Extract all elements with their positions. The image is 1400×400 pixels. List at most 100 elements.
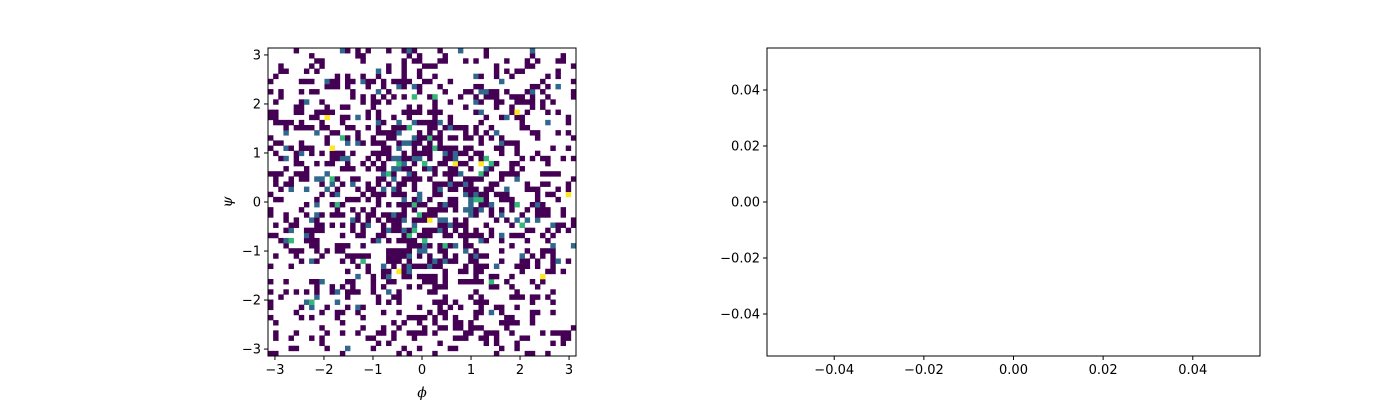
histogram-bin: [524, 63, 531, 69]
histogram-bin: [309, 150, 315, 157]
histogram-bin: [345, 289, 351, 295]
histogram-bin: [375, 202, 382, 208]
histogram-bin: [545, 109, 551, 116]
histogram-bin: [401, 196, 407, 203]
histogram-bin: [334, 130, 341, 136]
histogram-bin: [303, 145, 310, 151]
histogram-bin: [519, 94, 525, 100]
histogram-bin: [329, 83, 336, 90]
histogram-bin: [324, 104, 330, 110]
histogram-bin: [560, 330, 567, 336]
histogram-bin: [504, 114, 510, 121]
histogram-bin: [493, 335, 500, 341]
histogram-bin: [380, 130, 387, 136]
histogram-bin: [273, 119, 279, 126]
histogram-bin: [386, 212, 392, 218]
histogram-bin: [350, 196, 356, 203]
histogram-bin: [345, 345, 351, 352]
histogram-bin: [411, 48, 418, 54]
histogram-bin: [447, 78, 454, 85]
histogram-bin: [473, 207, 479, 213]
histogram-bin: [468, 176, 474, 182]
histogram-x-ticks: −3 −2 −1 0 1 2 3: [265, 356, 573, 378]
histogram-bin: [422, 63, 428, 69]
histogram-bin: [468, 202, 474, 208]
histogram-bin: [406, 104, 413, 110]
histogram-bin: [375, 155, 382, 162]
histogram-bin: [488, 135, 495, 141]
histogram-bin: [396, 186, 402, 193]
histogram-bin: [555, 258, 561, 264]
histogram-bin: [483, 89, 490, 95]
histogram-bin: [314, 222, 320, 228]
histogram-bin: [298, 78, 305, 85]
histogram-bin: [432, 191, 438, 198]
histogram-bin: [468, 89, 474, 95]
histogram-bin: [570, 243, 577, 249]
histogram-bin: [432, 258, 438, 264]
histogram-bin: [329, 284, 336, 290]
histogram-bin: [406, 248, 413, 254]
histogram-bin: [355, 176, 361, 182]
histogram-bin: [427, 258, 433, 264]
histogram-bin: [380, 309, 387, 316]
histogram-bin: [509, 314, 515, 321]
histogram-bin: [509, 160, 515, 167]
histogram-bin: [365, 263, 371, 270]
histogram-bin: [411, 145, 418, 151]
histogram-bin: [396, 166, 402, 172]
histogram-bin: [334, 299, 341, 305]
histogram-bin: [509, 171, 515, 177]
histogram-bin: [499, 196, 505, 203]
histogram-bin: [309, 227, 315, 234]
histogram-bin: [288, 227, 294, 234]
histogram-bin: [524, 350, 531, 357]
histogram-bin: [524, 186, 531, 193]
histogram-bin: [468, 253, 474, 259]
histogram-bin: [380, 191, 387, 198]
histogram-bin: [499, 191, 505, 198]
histogram-bin: [324, 78, 330, 85]
histogram-bin: [534, 263, 541, 270]
histogram-bin: [339, 150, 346, 157]
histogram-bin: [298, 109, 305, 116]
histogram-bin: [283, 212, 289, 218]
histogram-bin: [365, 155, 371, 162]
histogram-bin: [370, 345, 377, 352]
histogram-bin: [422, 166, 428, 172]
histogram-bin: [324, 304, 330, 311]
histogram-bin: [355, 140, 361, 146]
histogram-bin: [416, 89, 423, 95]
histogram-bin: [391, 212, 397, 218]
histogram-bin: [396, 119, 402, 126]
histogram-bin: [339, 155, 346, 162]
histogram-bin: [319, 119, 325, 126]
histogram-bin: [406, 330, 413, 336]
histogram-bin: [370, 279, 377, 285]
histogram-bin: [411, 196, 418, 203]
histogram-bin: [437, 186, 443, 193]
histogram-bin: [329, 202, 336, 208]
histogram-bin: [493, 145, 500, 151]
histogram-bin: [386, 253, 392, 259]
histogram-bin: [278, 94, 284, 100]
histogram-bin: [550, 263, 556, 270]
histogram-bin: [278, 140, 284, 146]
histogram-bin: [473, 279, 479, 285]
histogram-bin: [483, 237, 490, 244]
histogram-bin: [375, 68, 382, 74]
histogram-bin: [550, 171, 556, 177]
histogram-bin: [293, 150, 300, 157]
histogram-bin: [534, 130, 541, 136]
histogram-bin: [360, 258, 366, 264]
0-x-tick-label: −2: [314, 363, 333, 378]
histogram-bin: [406, 155, 413, 162]
histogram-bin: [442, 299, 448, 305]
histogram-bin: [355, 114, 361, 121]
histogram-bin: [519, 125, 525, 131]
histogram-bin: [386, 155, 392, 162]
histogram-bin: [483, 253, 490, 259]
histogram-bin: [268, 89, 274, 95]
histogram-bin: [473, 73, 479, 80]
histogram-bin: [380, 166, 387, 172]
